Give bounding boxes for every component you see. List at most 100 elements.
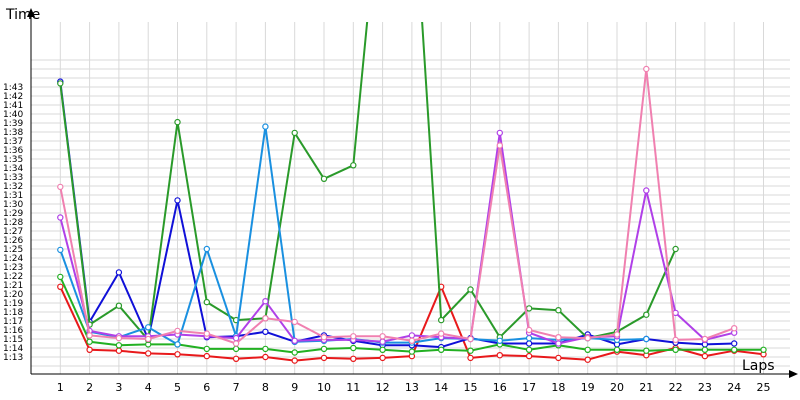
y-tick-label: 1:26 [3, 236, 23, 246]
data-point [350, 162, 357, 169]
data-point [760, 346, 767, 353]
data-point [203, 245, 210, 253]
data-point [115, 302, 123, 309]
data-point [262, 353, 269, 361]
data-point [525, 346, 533, 353]
y-tick-label: 1:38 [3, 128, 23, 138]
data-point [291, 337, 298, 344]
y-tick-label: 1:15 [3, 335, 23, 345]
data-point [496, 142, 503, 149]
series-layer [57, 22, 767, 364]
data-point [555, 334, 562, 341]
grid [31, 22, 790, 374]
data-point [643, 65, 650, 73]
data-point [262, 315, 269, 322]
y-tick-label: 1:37 [3, 137, 23, 147]
data-point [525, 340, 533, 347]
y-tick-label: 1:21 [3, 281, 23, 291]
x-tick-label: 19 [581, 381, 595, 394]
data-point [701, 352, 709, 360]
y-tick-label: 1:19 [3, 299, 23, 309]
data-point [525, 352, 533, 360]
data-point [262, 123, 269, 130]
data-point [467, 347, 474, 354]
data-point [291, 357, 298, 364]
y-tick-label: 1:13 [3, 353, 23, 363]
data-point [584, 356, 591, 363]
data-point [144, 324, 152, 331]
x-tick-label: 17 [522, 381, 536, 394]
x-tick-label: 24 [727, 381, 741, 394]
data-point [379, 338, 386, 345]
series [57, 65, 738, 347]
y-tick-label: 1:29 [3, 209, 23, 219]
data-point [57, 246, 64, 254]
y-tick-label: 1:36 [3, 146, 23, 156]
data-point [672, 336, 679, 344]
y-tick-label: 1:18 [3, 308, 23, 318]
y-tick-label: 1:24 [3, 254, 23, 264]
data-point [613, 346, 621, 353]
data-point [408, 332, 416, 339]
y-tick-label: 1:27 [3, 227, 23, 237]
series-line [59, 22, 677, 341]
data-point [57, 273, 64, 281]
y-tick-label: 1:17 [3, 317, 23, 327]
x-tick-label: 10 [317, 381, 331, 394]
y-tick-label: 1:41 [3, 101, 23, 111]
data-point [555, 340, 562, 347]
data-point [86, 338, 93, 345]
x-tick-label: 16 [493, 381, 507, 394]
data-point [701, 335, 709, 343]
data-point [467, 335, 474, 343]
data-point [262, 345, 269, 353]
data-point [262, 328, 269, 335]
data-point [203, 352, 210, 360]
x-tick-label: 21 [639, 381, 653, 394]
y-axis-label: Time [5, 7, 40, 23]
data-point [584, 334, 591, 342]
y-tick-label: 1:16 [3, 326, 23, 336]
x-tick-label: 20 [610, 381, 624, 394]
data-point [584, 346, 591, 353]
data-point [525, 334, 533, 342]
data-point [525, 326, 533, 334]
series-line [59, 68, 735, 345]
data-point [613, 331, 621, 338]
data-point [467, 354, 474, 362]
x-axis-label: Laps [742, 358, 775, 374]
data-point [232, 334, 240, 342]
data-point [408, 337, 416, 344]
data-point [320, 354, 328, 362]
x-tick-label: 8 [262, 381, 269, 394]
x-tick-label: 25 [757, 381, 771, 394]
x-tick-label: 12 [376, 381, 390, 394]
y-tick-label: 1:34 [3, 164, 23, 174]
data-point [115, 342, 123, 349]
data-point [408, 348, 416, 355]
x-axis-arrow [789, 370, 798, 378]
x-tick-label: 14 [434, 381, 448, 394]
x-tick-label: 2 [86, 381, 93, 394]
x-tick-label: 5 [174, 381, 181, 394]
y-tick-label: 1:25 [3, 245, 23, 255]
data-point [496, 129, 503, 137]
data-point [174, 341, 181, 348]
data-point [203, 298, 210, 306]
data-point [438, 316, 445, 324]
data-point [496, 352, 503, 359]
data-point [643, 335, 650, 343]
series-line [59, 81, 735, 349]
data-point [144, 350, 152, 357]
y-tick-label: 1:32 [3, 182, 23, 192]
y-tick-label: 1:33 [3, 173, 23, 183]
x-tick-label: 18 [551, 381, 565, 394]
data-point [320, 334, 328, 341]
data-point [320, 175, 328, 182]
y-tick-label: 1:20 [3, 290, 23, 300]
data-point [262, 298, 269, 305]
y-tick-label: 1:30 [3, 200, 23, 210]
data-point [379, 354, 386, 362]
data-point [291, 318, 298, 326]
y-tick-label: 1:22 [3, 272, 23, 282]
